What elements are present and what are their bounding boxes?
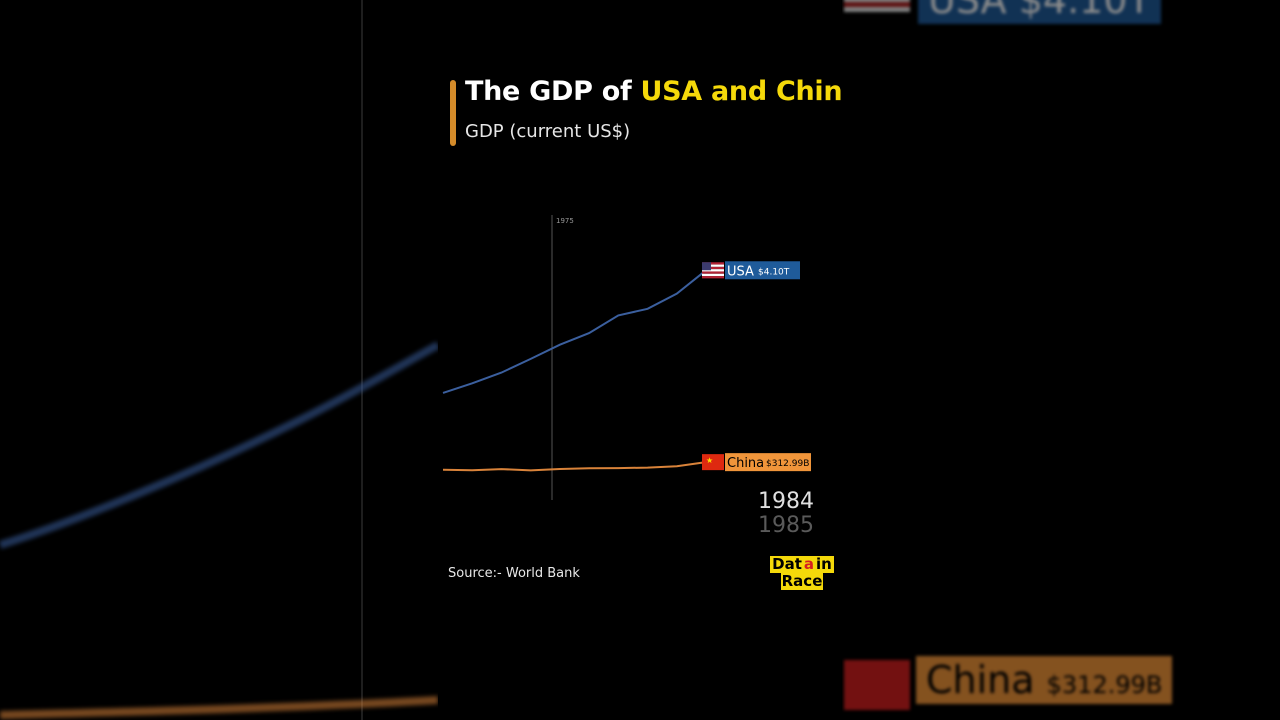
china-gdp-line	[442, 461, 707, 472]
china-badge	[725, 453, 811, 472]
logo-part-a: Dat	[771, 555, 803, 573]
usa-value-label: $4.10T	[758, 267, 790, 277]
year-marker-label: 1975	[556, 217, 574, 225]
logo-line2: Race	[780, 572, 824, 590]
blurred-china-value: $312.99B	[1046, 671, 1163, 699]
data-in-race-logo: Dat a in Race	[768, 556, 836, 592]
blurred-china-line	[0, 696, 438, 719]
svg-text:★: ★	[706, 456, 713, 465]
title-prefix: The GDP of	[465, 76, 641, 107]
blurred-usa-line	[0, 341, 438, 549]
title-accent-bar	[450, 80, 456, 146]
source-credit: Source:- World Bank	[448, 566, 580, 581]
blurred-china-badge: China $312.99B	[916, 656, 1173, 704]
blurred-usa-flag	[844, 0, 910, 12]
title-highlight: USA and China	[640, 76, 842, 107]
china-end-label: ★ China $312.99B	[702, 453, 811, 472]
current-year: 1984	[758, 489, 814, 514]
blurred-china-flag	[844, 660, 910, 710]
china-series-name: China	[727, 456, 764, 471]
next-year: 1985	[758, 513, 814, 538]
china-flag-icon: ★	[702, 454, 724, 471]
page-subtitle: GDP (current US$)	[465, 121, 631, 142]
usa-badge	[725, 261, 800, 280]
logo-part-b: a	[802, 555, 816, 573]
series-layer: USA $4.10T ★ China $312.99B	[442, 261, 811, 472]
us-flag-icon	[702, 262, 724, 279]
logo-line1: Dat a in	[770, 556, 834, 573]
main-panel: The GDP of USA and China GDP (current US…	[438, 0, 842, 720]
china-value-label: $312.99B	[766, 459, 809, 469]
logo-part-c: in	[815, 555, 833, 573]
blurred-usa-badge: USA $4.10T	[918, 0, 1161, 24]
blurred-left-background	[0, 0, 438, 720]
page-title: The GDP of USA and China	[465, 76, 842, 107]
usa-series-name: USA	[727, 264, 754, 279]
blurred-china-name: China	[926, 658, 1035, 702]
usa-gdp-line	[442, 269, 707, 394]
usa-end-label: USA $4.10T	[702, 261, 800, 280]
blurred-right-background: USA $4.10T China $312.99B	[842, 0, 1280, 720]
gdp-line-chart: 1975 USA $4.10T ★ China $312.99B	[442, 215, 811, 500]
blurred-chart-echo	[0, 0, 438, 720]
